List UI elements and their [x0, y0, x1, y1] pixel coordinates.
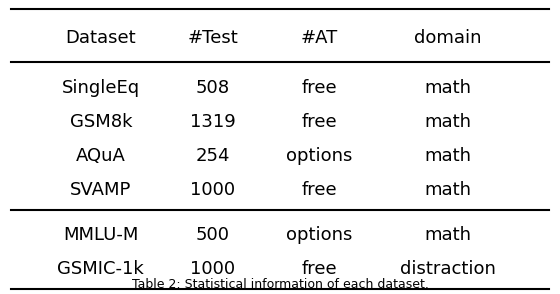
Text: distraction: distraction [400, 260, 496, 278]
Text: options: options [286, 147, 352, 165]
Text: math: math [424, 113, 472, 131]
Text: MMLU-M: MMLU-M [63, 226, 138, 244]
Text: math: math [424, 79, 472, 97]
Text: #Test: #Test [188, 29, 238, 47]
Text: GSM8k: GSM8k [69, 113, 132, 131]
Text: 254: 254 [195, 147, 230, 165]
Text: AQuA: AQuA [76, 147, 126, 165]
Text: free: free [301, 113, 337, 131]
Text: domain: domain [414, 29, 482, 47]
Text: free: free [301, 79, 337, 97]
Text: 500: 500 [196, 226, 230, 244]
Text: 1000: 1000 [190, 181, 235, 199]
Text: math: math [424, 147, 472, 165]
Text: SVAMP: SVAMP [70, 181, 132, 199]
Text: 1000: 1000 [190, 260, 235, 278]
Text: free: free [301, 181, 337, 199]
Text: GSMIC-1k: GSMIC-1k [58, 260, 144, 278]
Text: math: math [424, 226, 472, 244]
Text: options: options [286, 226, 352, 244]
Text: #AT: #AT [301, 29, 338, 47]
Text: SingleEq: SingleEq [62, 79, 140, 97]
Text: free: free [301, 260, 337, 278]
Text: math: math [424, 181, 472, 199]
Text: Dataset: Dataset [66, 29, 136, 47]
Text: Table 2: Statistical information of each dataset.: Table 2: Statistical information of each… [132, 278, 428, 291]
Text: 1319: 1319 [190, 113, 236, 131]
Text: 508: 508 [196, 79, 230, 97]
